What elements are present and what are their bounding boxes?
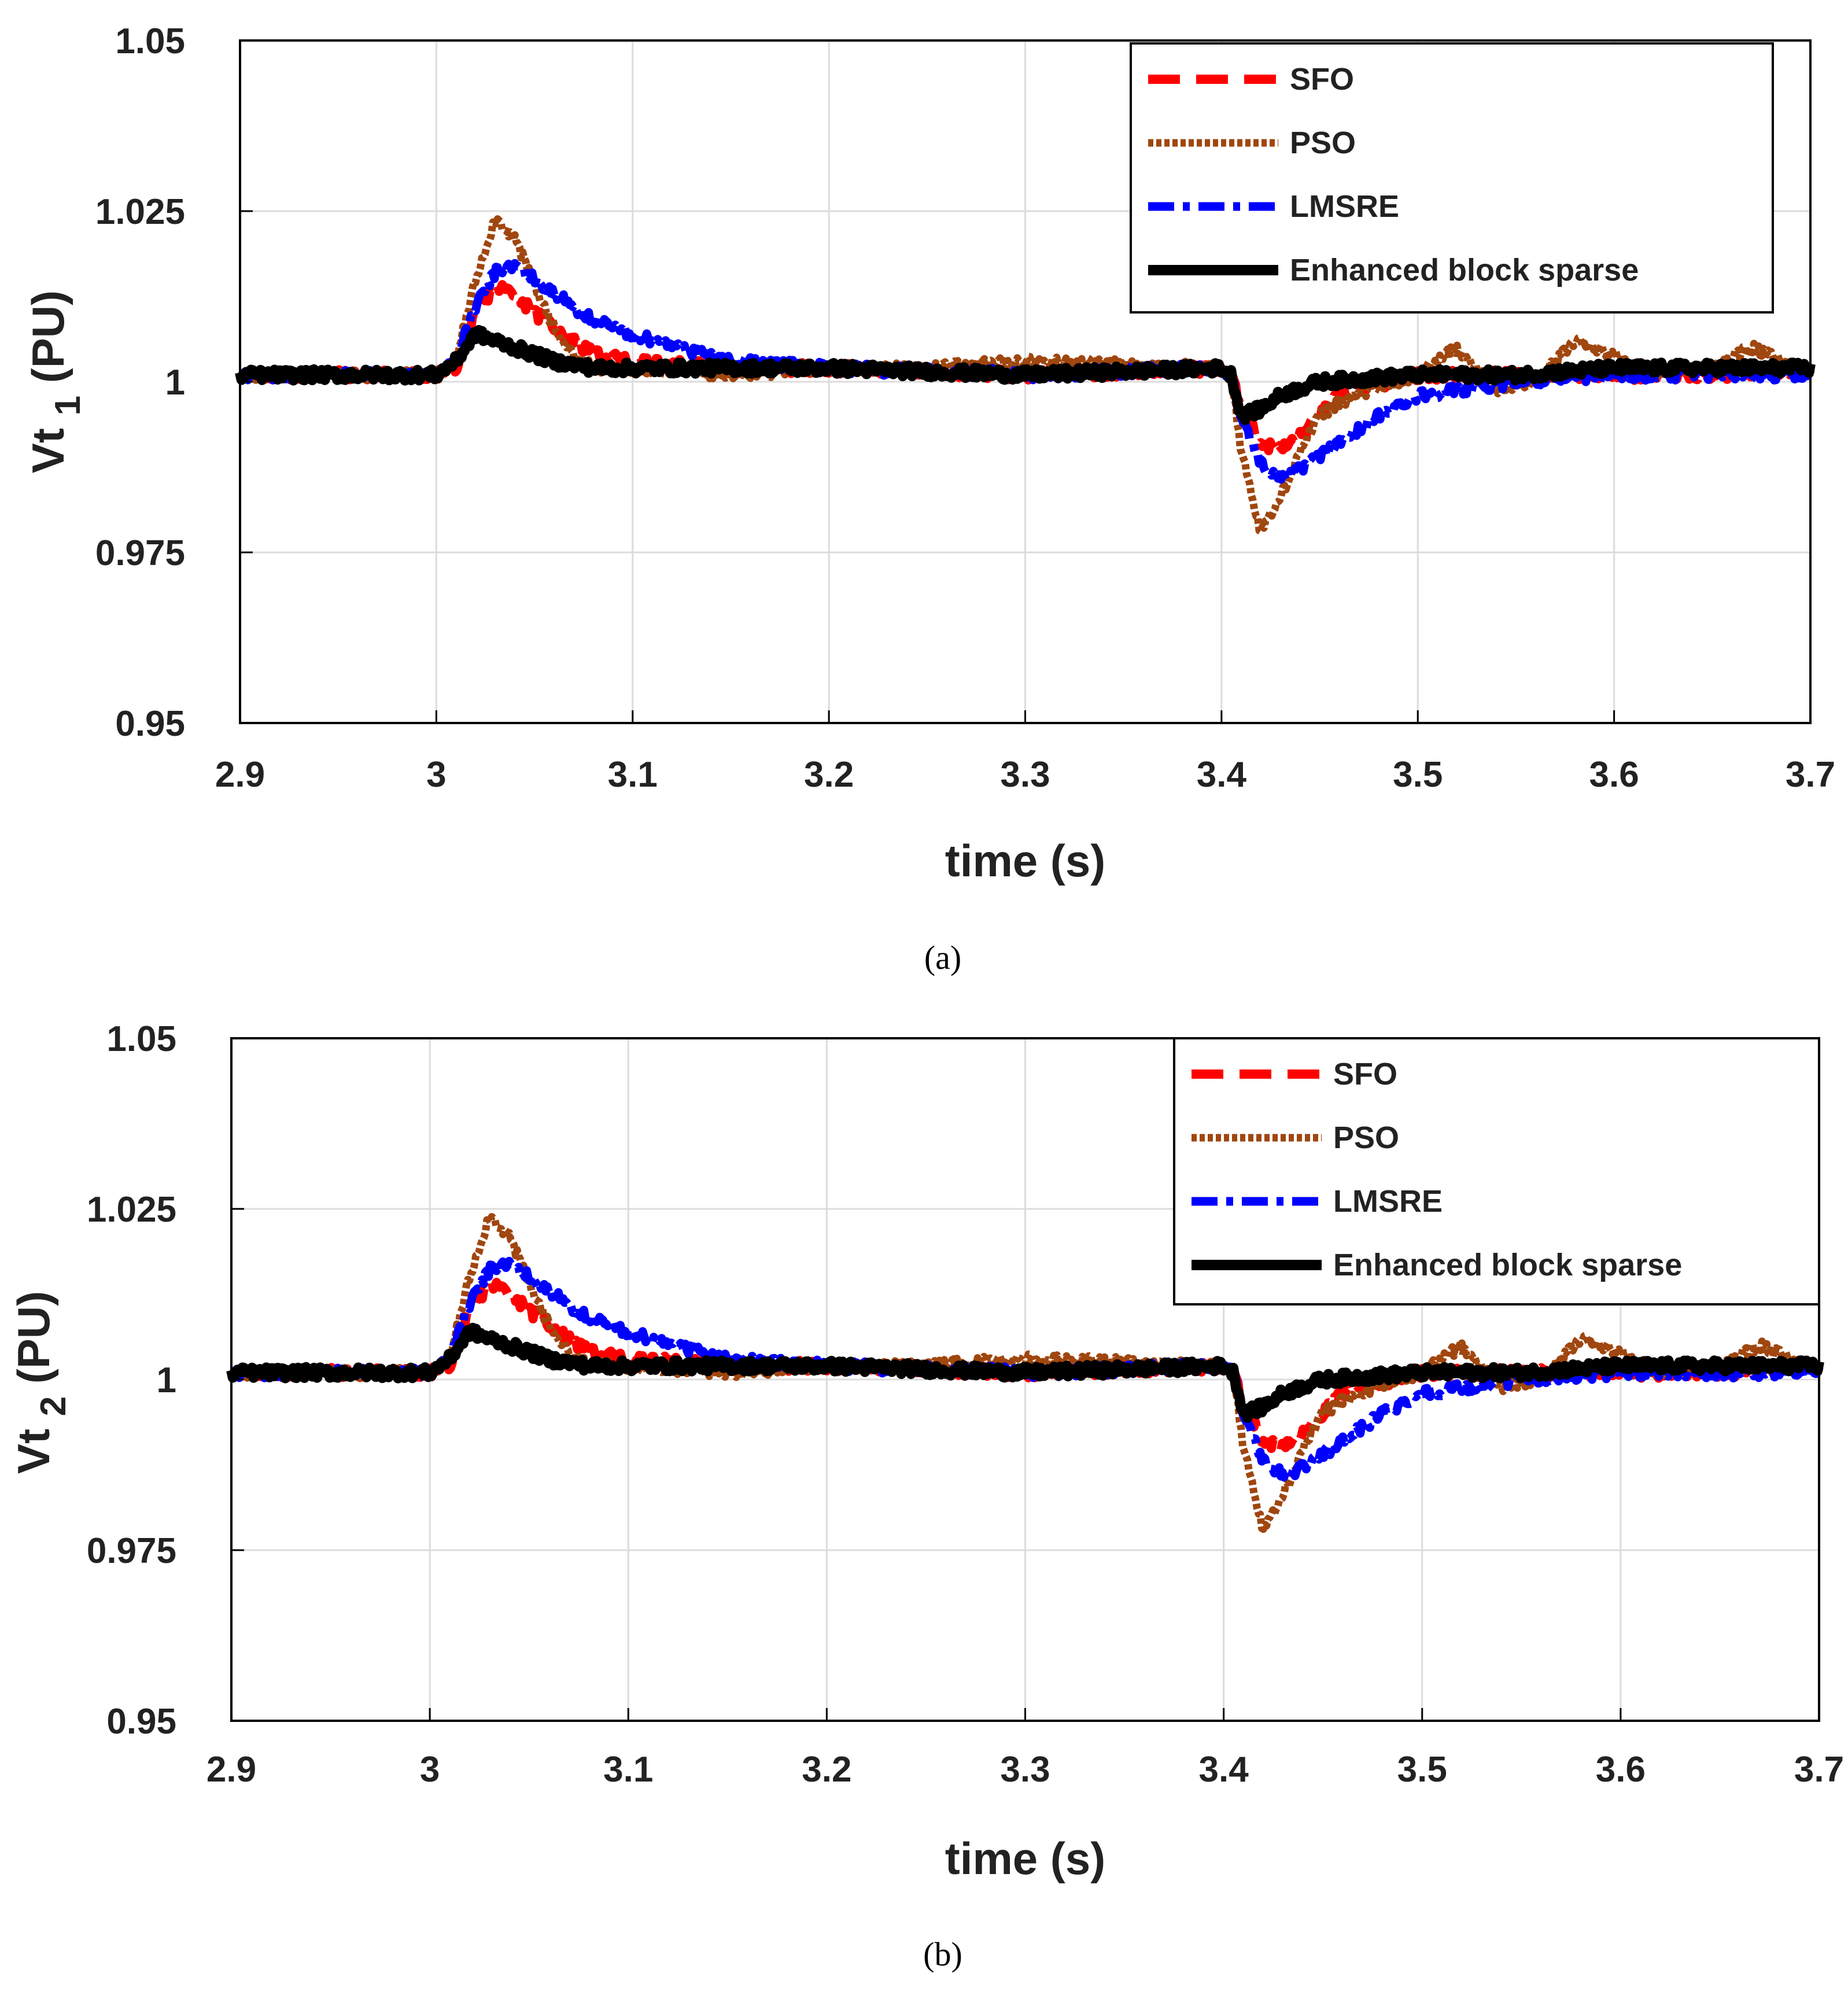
y-tick-label: 1.025 [87,1190,176,1230]
y-tick-label: 1.05 [106,1019,176,1059]
y-tick-label: 0.95 [106,1702,176,1742]
x-tick-label: 3.1 [608,755,658,795]
x-tick-label: 3 [426,755,446,795]
legend-label-enhanced-block-sparse: Enhanced block sparse [1333,1248,1682,1282]
legend: SFO PSO LMSRE Enhanced block sparse [1130,42,1774,314]
legend-label-sfo: SFO [1333,1057,1397,1091]
x-tick-label: 3 [420,1750,440,1790]
y-axis-label-main: Vt [8,1416,59,1474]
caption-a: (a) [924,939,962,976]
x-tick-label: 3.7 [1786,755,1835,795]
y-tick-label: 1 [157,1360,176,1400]
x-axis-label: time (s) [945,1833,1105,1884]
x-tick-label: 3.4 [1197,755,1247,795]
y-tick-label: 0.95 [115,704,185,744]
y-axis-label-subscript: 2 [34,1396,73,1416]
series-line-enhanced-block-sparse [235,324,1816,425]
legend-label-enhanced-block-sparse: Enhanced block sparse [1290,253,1639,287]
x-tick-label: 3.3 [1000,1750,1050,1790]
x-tick-label: 3.5 [1397,1750,1447,1790]
x-tick-label: 2.9 [215,755,265,795]
y-axis-label-unit: (PU) [23,290,73,396]
y-tick-label: 0.975 [95,533,185,573]
y-tick-label: 1.025 [95,192,185,232]
y-axis-label: Vt 1 (PU) [23,290,88,473]
legend: SFO PSO LMSRE Enhanced block sparse [1173,1037,1820,1305]
series-line-enhanced-block-sparse [226,1322,1824,1423]
x-tick-label: 3.3 [1000,755,1050,795]
y-tick-label: 1.05 [115,21,185,61]
x-tick-label: 3.4 [1199,1750,1249,1790]
x-tick-label: 3.2 [802,1750,851,1790]
x-axis-label: time (s) [945,835,1105,886]
x-tick-label: 2.9 [206,1750,256,1790]
legend-label-pso: PSO [1333,1120,1399,1155]
y-axis-label-unit: (PU) [8,1291,59,1396]
x-tick-label: 3.2 [804,755,854,795]
legend-label-lmsre: LMSRE [1333,1184,1443,1219]
caption-b: (b) [923,1935,962,1973]
legend-label-pso: PSO [1290,126,1356,160]
legend-label-lmsre: LMSRE [1290,189,1399,224]
y-axis-label-subscript: 1 [48,396,88,415]
y-axis-label-main: Vt [23,415,73,473]
x-tick-label: 3.7 [1794,1750,1844,1790]
x-tick-label: 3.6 [1589,755,1639,795]
legend-label-sfo: SFO [1290,62,1354,97]
x-tick-label: 3.1 [603,1750,653,1790]
chart-panel-b: 2.9 3 3.1 3.2 3.3 3.4 3.5 3.6 3.7 0.95 0.975 1 1.025… [8,1019,1844,1884]
y-axis-label: Vt 2 (PU) [8,1291,73,1474]
y-tick-label: 0.975 [87,1531,176,1571]
chart-panel-a: 2.9 3 3.1 3.2 3.3 3.4 3.5 3.6 3.7 0.95 0.975 1 1.025… [23,21,1835,886]
x-tick-label: 3.6 [1596,1750,1646,1790]
y-tick-label: 1 [165,363,185,403]
x-tick-label: 3.5 [1393,755,1443,795]
